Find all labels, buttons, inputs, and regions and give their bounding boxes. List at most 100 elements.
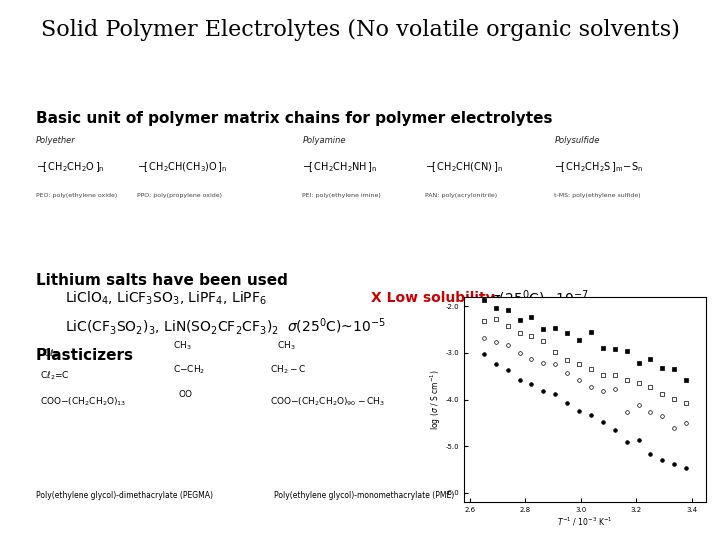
Text: PAN: poly(acrylonitrile): PAN: poly(acrylonitrile): [425, 193, 497, 198]
Text: CH$_3$: CH$_3$: [173, 339, 192, 352]
Point: [538, 387, 549, 395]
Point: [549, 390, 561, 399]
Text: $\mathsf{-\!\left[\,CH_2CH_2O\,\right]_n}$: $\mathsf{-\!\left[\,CH_2CH_2O\,\right]_n…: [36, 160, 104, 174]
Text: LiClO$_4$, LiCF$_3$SO$_3$, LiPF$_4$, LiPF$_6$: LiClO$_4$, LiCF$_3$SO$_3$, LiPF$_4$, LiP…: [65, 289, 266, 307]
Text: C$\ell_2$: C$\ell_2$: [43, 347, 58, 360]
Point: [657, 390, 668, 399]
Point: [597, 417, 608, 426]
Point: [680, 399, 692, 407]
Point: [597, 343, 608, 352]
Point: [657, 456, 668, 464]
Point: [609, 345, 621, 353]
Text: Plasticizers: Plasticizers: [36, 348, 134, 363]
Text: $\sigma$(25$^0$C)~10$^{-7}$: $\sigma$(25$^0$C)~10$^{-7}$: [490, 288, 588, 308]
Point: [549, 324, 561, 333]
Point: [680, 375, 692, 384]
Text: $\mathsf{-\!\left[\,CH_2CH(CN)\,\right]_n}$: $\mathsf{-\!\left[\,CH_2CH(CN)\,\right]_…: [425, 160, 503, 174]
Point: [514, 316, 526, 325]
Point: [478, 296, 490, 305]
Text: $\mathsf{-\!\left[\,CH_2CH_2S\,\right]_m\!-\!S_n}$: $\mathsf{-\!\left[\,CH_2CH_2S\,\right]_m…: [554, 160, 644, 174]
Point: [621, 375, 632, 384]
Text: $\mathsf{-\!\left[\,CH_2CH_2NH\,\right]_n}$: $\mathsf{-\!\left[\,CH_2CH_2NH\,\right]_…: [302, 160, 377, 174]
Point: [609, 426, 621, 434]
X-axis label: $T^{-1}$ / $10^{-3}$ K$^{-1}$: $T^{-1}$ / $10^{-3}$ K$^{-1}$: [557, 516, 613, 528]
Point: [669, 460, 680, 468]
Point: [669, 364, 680, 373]
Point: [633, 436, 644, 444]
Point: [562, 356, 573, 364]
Text: Solid Polymer Electrolytes (No volatile organic solvents): Solid Polymer Electrolytes (No volatile …: [40, 19, 680, 41]
Text: C$\ell_2$=C: C$\ell_2$=C: [40, 369, 69, 381]
Point: [644, 408, 656, 416]
Text: $\mathsf{-\!\left[\,CH_2CH(CH_3)O\,\right]_n}$: $\mathsf{-\!\left[\,CH_2CH(CH_3)O\,\righ…: [137, 160, 228, 174]
Point: [490, 315, 501, 323]
Point: [478, 317, 490, 326]
Point: [490, 304, 501, 313]
Point: [490, 338, 501, 347]
Point: [644, 450, 656, 458]
Point: [502, 322, 513, 330]
Text: t-MS: poly(ethylene sulfide): t-MS: poly(ethylene sulfide): [554, 193, 641, 198]
Point: [526, 332, 537, 340]
Text: C$-$CH$_2$: C$-$CH$_2$: [173, 363, 205, 376]
Point: [573, 335, 585, 344]
Point: [633, 359, 644, 367]
Point: [573, 359, 585, 368]
Text: Polyamine: Polyamine: [302, 136, 346, 145]
Text: PEI: poly(ethylene imine): PEI: poly(ethylene imine): [302, 193, 381, 198]
Text: COO$-$(CH$_2$CH$_2$O)$_{90}-$CH$_3$: COO$-$(CH$_2$CH$_2$O)$_{90}-$CH$_3$: [270, 396, 385, 408]
Point: [562, 399, 573, 407]
Point: [502, 366, 513, 375]
Text: Lithium salts have been used: Lithium salts have been used: [36, 273, 288, 288]
Text: CH$_3$: CH$_3$: [277, 339, 296, 352]
Point: [621, 347, 632, 355]
Text: CH$_2-$C: CH$_2-$C: [270, 363, 306, 376]
Point: [644, 383, 656, 391]
Point: [657, 411, 668, 420]
Point: [633, 401, 644, 410]
Point: [597, 371, 608, 380]
Text: LiC(CF$_3$SO$_2$)$_3$, LiN(SO$_2$CF$_2$CF$_3$)$_2$  $\sigma$(25$^0$C)~10$^{-5}$: LiC(CF$_3$SO$_2$)$_3$, LiN(SO$_2$CF$_2$C…: [65, 316, 385, 337]
Point: [478, 333, 490, 342]
Point: [502, 341, 513, 350]
Point: [585, 328, 597, 336]
Point: [573, 407, 585, 415]
Text: COO$-$(CH$_2$CH$_2$O)$_{13}$: COO$-$(CH$_2$CH$_2$O)$_{13}$: [40, 396, 126, 408]
Point: [538, 337, 549, 346]
Point: [526, 354, 537, 363]
Point: [562, 368, 573, 377]
Point: [573, 376, 585, 384]
Point: [526, 313, 537, 321]
Point: [502, 305, 513, 314]
Point: [538, 325, 549, 333]
Point: [585, 410, 597, 419]
Point: [609, 384, 621, 393]
Text: Polyether: Polyether: [36, 136, 76, 145]
Point: [644, 355, 656, 363]
Text: PEO: poly(ethylene oxide): PEO: poly(ethylene oxide): [36, 193, 117, 198]
Text: Basic unit of polymer matrix chains for polymer electrolytes: Basic unit of polymer matrix chains for …: [36, 111, 552, 126]
Point: [514, 328, 526, 337]
Point: [621, 437, 632, 446]
Text: Polysulfide: Polysulfide: [554, 136, 600, 145]
Point: [669, 395, 680, 403]
Point: [549, 359, 561, 368]
Text: OO: OO: [179, 390, 192, 399]
Point: [514, 375, 526, 384]
Point: [562, 328, 573, 337]
Point: [526, 380, 537, 388]
Point: [680, 464, 692, 472]
Text: Poly(ethylene glycol)-monomethacrylate (PME): Poly(ethylene glycol)-monomethacrylate (…: [274, 490, 454, 500]
Point: [609, 371, 621, 380]
Y-axis label: log ($\sigma$ / S cm$^{-1}$): log ($\sigma$ / S cm$^{-1}$): [428, 369, 443, 430]
Point: [633, 379, 644, 388]
Point: [669, 423, 680, 432]
Point: [597, 387, 608, 395]
Point: [549, 347, 561, 356]
Point: [680, 418, 692, 427]
Text: PPO: poly(propylene oxide): PPO: poly(propylene oxide): [137, 193, 222, 198]
Point: [621, 408, 632, 416]
Point: [585, 364, 597, 373]
Point: [538, 359, 549, 367]
Point: [585, 382, 597, 391]
